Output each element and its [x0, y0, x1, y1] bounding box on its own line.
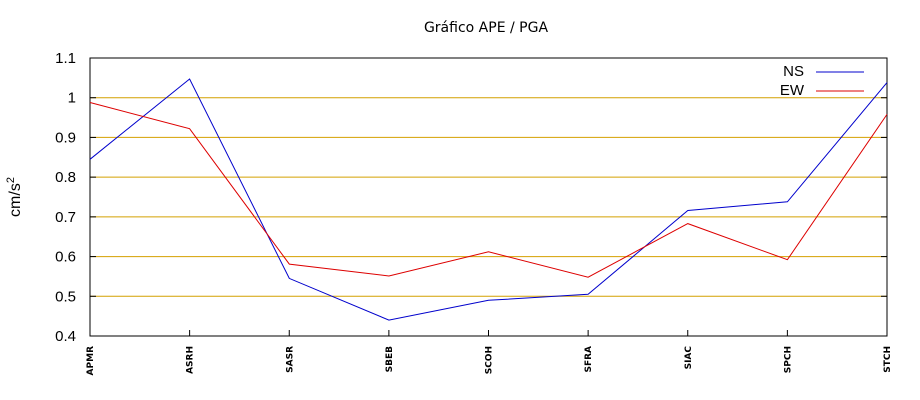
x-tick-label: SIAC [684, 346, 694, 370]
series-line-ew [89, 102, 888, 278]
x-tick-label: SCOH [485, 346, 495, 374]
x-axis-ticks: APMR ASRH SASR SBEB SCOH SFRA SIAC SPCH STCH [86, 330, 893, 375]
x-tick-label: APMR [86, 346, 96, 376]
series-lines [89, 78, 888, 321]
x-tick-label: ASRH [186, 346, 196, 374]
plot-area-frame [89, 57, 888, 337]
y-tick-label: 0.8 [55, 169, 76, 186]
legend-label: EW [780, 82, 805, 99]
grid-lines [90, 97, 887, 297]
x-tick-label: STCH [883, 346, 893, 373]
x-tick-label: SBEB [385, 346, 395, 372]
y-tick-label: 1.1 [55, 50, 76, 67]
legend-label: NS [783, 63, 804, 80]
series-line-ns [89, 78, 888, 321]
x-tick-label: SASR [285, 346, 295, 373]
y-tick-label: 0.7 [55, 209, 76, 226]
chart-title: Gráfico APE / PGA [424, 20, 548, 36]
y-axis-ticks: 0.4 0.5 0.6 0.7 0.8 0.9 1 1.1 [55, 50, 887, 345]
y-axis-label: cm/s2 [5, 177, 24, 217]
y-tick-label: 0.4 [55, 328, 76, 345]
y-tick-label: 0.5 [55, 288, 76, 305]
y-tick-label: 1 [68, 90, 76, 107]
x-tick-label: SPCH [783, 346, 793, 373]
x-tick-label: SFRA [584, 346, 594, 373]
y-tick-label: 0.9 [55, 129, 76, 146]
legend: NS EW [780, 63, 864, 99]
y-tick-label: 0.6 [55, 249, 76, 266]
